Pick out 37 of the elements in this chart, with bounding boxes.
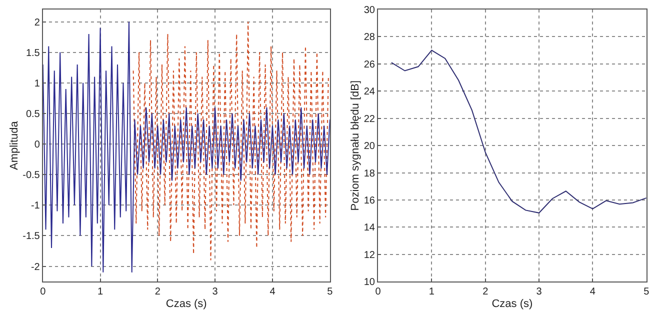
y-tick-label: 26 — [364, 59, 376, 70]
y-tick-label: 1 — [34, 78, 40, 90]
y-tick-label: 30 — [364, 5, 376, 16]
x-tick-label: 5 — [327, 286, 334, 298]
y-tick-label: 0.5 — [26, 108, 40, 120]
y-tick-label: 14 — [364, 222, 376, 234]
x-tick-label: 3 — [212, 286, 218, 298]
y-tick-label: 2 — [34, 17, 40, 28]
x-tick-label: 5 — [644, 286, 650, 298]
x-tick-label: 1 — [98, 286, 104, 298]
x-tick-label: 4 — [270, 286, 276, 298]
y-axis-title: Poziom sygnału błędu [dB] — [350, 80, 362, 211]
y-axis-title: Amplituda — [8, 120, 20, 170]
y-tick-label: 0 — [34, 140, 40, 151]
line-series — [390, 50, 646, 214]
x-axis-title: Czas (s) — [492, 298, 533, 310]
x-tick-label: 1 — [428, 286, 435, 298]
y-tick-label: 22 — [364, 114, 376, 125]
y-tick-label: 12 — [364, 250, 376, 261]
line-series — [132, 21, 329, 261]
y-tick-label: 20 — [364, 141, 376, 152]
y-tick-label: 16 — [364, 195, 376, 206]
y-tick-label: 28 — [364, 32, 376, 44]
y-tick-label: 18 — [364, 168, 376, 180]
x-tick-label: 2 — [482, 286, 489, 298]
x-axis-title: Czas (s) — [166, 298, 207, 310]
y-tick-label: 24 — [364, 86, 376, 98]
y-tick-label: -1.5 — [22, 231, 40, 242]
x-tick-label: 4 — [590, 286, 596, 298]
line-series — [42, 21, 330, 273]
x-tick-label: 2 — [154, 286, 161, 298]
y-tick-label: 1.5 — [26, 48, 40, 59]
y-tick-label: 10 — [364, 277, 376, 288]
x-tick-label: 3 — [536, 286, 542, 298]
y-tick-label: -1 — [30, 200, 40, 212]
y-tick-label: -2 — [30, 262, 40, 273]
y-tick-label: -0.5 — [22, 170, 40, 182]
